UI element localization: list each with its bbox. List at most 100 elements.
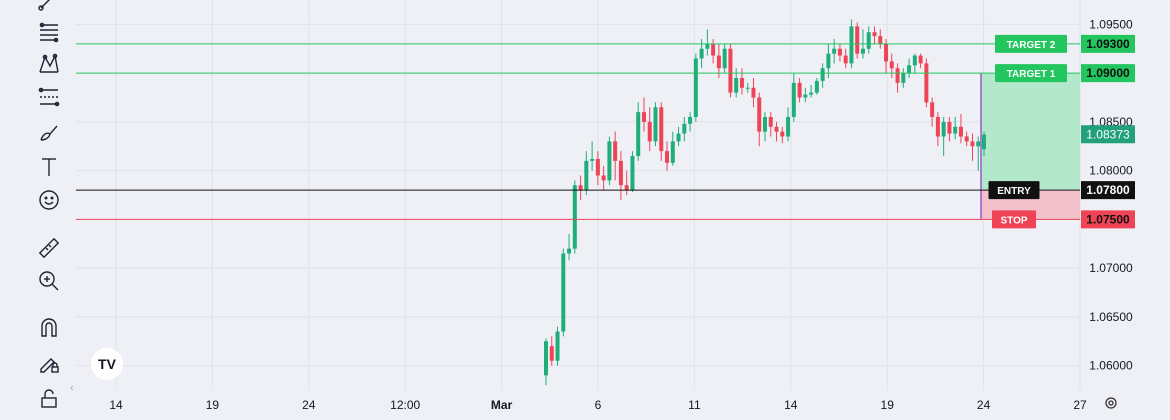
candle-body	[970, 141, 975, 147]
price-axis-tag-label: 1.07500	[1086, 212, 1130, 226]
candle-body	[872, 32, 877, 37]
candle-body	[866, 32, 871, 49]
emoji-tool[interactable]	[34, 188, 64, 216]
x-tick-label: Mar	[491, 398, 513, 412]
x-tick-label: 24	[977, 398, 991, 412]
lock-drawings-tool-icon	[37, 351, 61, 380]
x-tick-label: 14	[109, 398, 123, 412]
candle-body	[976, 141, 981, 147]
price-axis-tag-label: 1.09300	[1086, 37, 1130, 51]
candle-body	[641, 112, 646, 122]
candle-body	[924, 63, 929, 103]
candle-body	[941, 121, 946, 137]
candle-body	[918, 55, 923, 64]
svg-text:TV: TV	[98, 356, 117, 372]
y-tick-label: 1.08000	[1089, 164, 1133, 178]
ruler-tool-icon	[37, 236, 61, 265]
candle-body	[791, 82, 796, 117]
price-line-tag-label: TARGET 2	[1007, 40, 1056, 51]
x-tick-label: 11	[688, 398, 701, 412]
x-tick-label: 14	[784, 398, 798, 412]
magnet-tool[interactable]	[34, 316, 64, 344]
candle-body	[953, 126, 958, 134]
text-tool-icon	[37, 155, 61, 184]
text-tool[interactable]	[34, 155, 64, 183]
candle-body	[878, 36, 883, 44]
price-line-tag[interactable]	[992, 210, 1036, 229]
candle-body	[947, 121, 952, 134]
candle-body	[636, 112, 641, 156]
candle-body	[958, 126, 963, 137]
price-axis-tag	[1081, 34, 1135, 53]
candle-body	[693, 58, 698, 117]
candle-body	[774, 126, 779, 132]
zoom-in-tool[interactable]	[34, 269, 64, 297]
candle-body	[964, 136, 969, 142]
candle-body	[763, 117, 767, 132]
price-axis-tag-label: 1.07800	[1086, 183, 1130, 197]
candle-body	[797, 82, 802, 98]
trend-line-tool[interactable]	[34, 0, 64, 16]
candle-body	[670, 141, 675, 163]
plot-area	[76, 0, 1080, 390]
price-line-tag-label: TARGET 1	[1007, 69, 1056, 80]
price-chart[interactable]: 1.095001.085001.080001.070001.065001.060…	[76, 0, 1170, 420]
candle-body	[849, 26, 854, 64]
x-tick-label: 27	[1073, 398, 1087, 412]
pattern-tool[interactable]	[34, 52, 64, 80]
candle-body	[567, 248, 572, 254]
price-line-tag-label: STOP	[1000, 215, 1027, 226]
projection-tool[interactable]	[34, 85, 64, 113]
candle-body	[711, 43, 716, 56]
lock-tool[interactable]	[34, 387, 64, 415]
brush-tool[interactable]	[34, 120, 64, 148]
candle-body	[607, 141, 612, 181]
price-line-tag[interactable]	[995, 34, 1067, 53]
candle-body	[832, 48, 837, 54]
candle-body	[935, 117, 940, 137]
candle-body	[930, 102, 935, 117]
candle-body	[889, 61, 894, 69]
candle-body	[676, 133, 681, 142]
price-axis	[1080, 0, 1170, 420]
candle-body	[982, 134, 986, 150]
candle-body	[659, 107, 664, 152]
candle-body	[705, 43, 710, 49]
candle-body	[826, 53, 831, 69]
y-tick-label: 1.06500	[1089, 310, 1133, 324]
current-price-label: 1.08373	[1086, 127, 1130, 141]
candle-body	[688, 117, 693, 124]
x-tick-label: 24	[302, 398, 316, 412]
ruler-tool[interactable]	[34, 236, 64, 264]
candle-body	[860, 48, 865, 54]
candle-body	[555, 331, 560, 361]
price-line-tag[interactable]	[988, 181, 1040, 200]
y-tick-label: 1.07000	[1089, 261, 1133, 275]
time-axis	[76, 390, 1080, 420]
gear-icon[interactable]	[1105, 397, 1117, 409]
candle-body	[745, 87, 750, 89]
fib-retracement-tool[interactable]	[34, 20, 64, 48]
candle-body	[843, 55, 848, 64]
lock-tool-icon	[37, 387, 61, 416]
profit-zone[interactable]	[981, 73, 1080, 191]
candle-body	[757, 97, 762, 132]
price-line-tag[interactable]	[995, 64, 1067, 83]
price-line-tag-label: ENTRY	[997, 186, 1031, 197]
candle-body	[665, 151, 670, 163]
candle-body	[630, 156, 635, 191]
emoji-tool-icon	[37, 188, 61, 217]
lock-drawings-tool[interactable]	[34, 351, 64, 379]
candle-body	[751, 87, 756, 98]
candle-body	[820, 68, 825, 81]
candle-body	[618, 160, 623, 186]
candle-body	[895, 68, 900, 83]
candle-body	[653, 107, 658, 142]
candle-body	[814, 80, 819, 93]
fib-retracement-tool-icon	[37, 20, 61, 49]
drawing-toolbar: ‹	[0, 0, 76, 420]
collapse-toolbar-icon[interactable]: ‹	[70, 382, 74, 394]
candle-body	[901, 73, 906, 83]
candle-body	[884, 43, 889, 62]
candle-body	[739, 78, 744, 88]
